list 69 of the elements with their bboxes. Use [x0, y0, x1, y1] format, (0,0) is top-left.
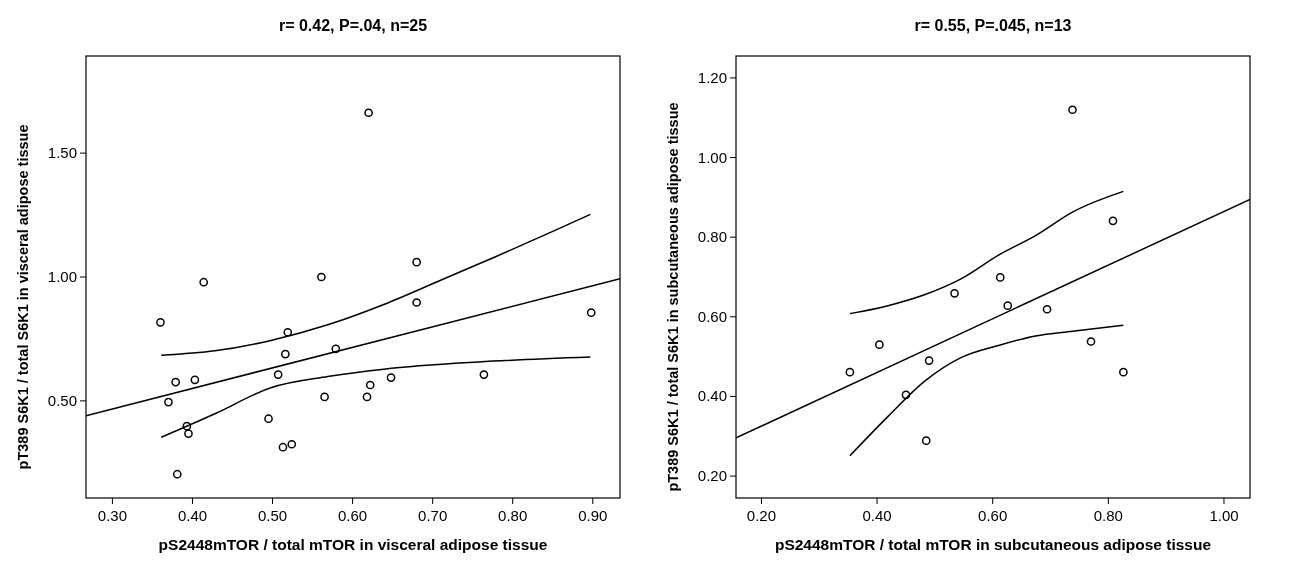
x-tick-label: 0.80 — [1093, 507, 1123, 524]
point — [273, 370, 283, 379]
x-tick-label: 0.70 — [418, 507, 448, 524]
point — [182, 421, 192, 431]
y-tick-label: 0.20 — [697, 467, 727, 485]
point — [1086, 337, 1096, 346]
y-axis-title: pT389 S6K1 / total S6K1 in visceral adipose tissue — [15, 124, 31, 470]
x-tick-label: 0.40 — [862, 507, 892, 524]
point — [362, 392, 372, 402]
point — [278, 442, 288, 452]
line-series — [160, 213, 592, 357]
point — [164, 397, 173, 407]
x-tick-label: 0.40 — [177, 507, 208, 524]
y-tick-label: 1.50 — [47, 144, 77, 162]
line-series — [849, 324, 1125, 457]
x-tick-label: 0.80 — [498, 507, 528, 524]
point — [901, 390, 911, 400]
point — [171, 377, 181, 387]
y-tick-label: 0.60 — [697, 307, 727, 325]
point — [199, 277, 209, 287]
y-tick-label: 1.20 — [697, 68, 727, 86]
y-axis-title: pT389 S6K1 / total S6K1 in subcutaneous adipose tissue — [665, 102, 681, 492]
x-axis-title: pS2448mTOR / total mTOR in subcutaneous adipose tissue — [774, 536, 1212, 553]
point — [184, 429, 193, 438]
point — [317, 272, 326, 282]
x-tick-label: 0.90 — [578, 507, 608, 524]
point — [995, 273, 1005, 282]
x-tick-label: 0.20 — [746, 507, 777, 524]
point — [924, 356, 934, 365]
line-series — [160, 356, 592, 439]
y-tick-label: 0.80 — [697, 228, 727, 246]
point — [281, 349, 290, 359]
point — [172, 469, 182, 479]
point — [264, 414, 273, 424]
x-tick-label: 0.50 — [257, 507, 288, 524]
point — [386, 373, 396, 382]
y-tick-label: 0.40 — [697, 387, 727, 405]
point — [1068, 105, 1077, 115]
y-tick-label: 1.00 — [47, 268, 77, 285]
point — [365, 380, 375, 390]
x-axis-title: pS2448mTOR / total mTOR in visceral adipose tissue — [158, 536, 548, 553]
point — [283, 327, 293, 337]
point — [950, 288, 959, 298]
point — [287, 439, 297, 449]
x-tick-label: 0.30 — [97, 507, 128, 524]
point — [875, 340, 884, 350]
point — [845, 367, 855, 377]
point — [320, 392, 329, 402]
chart-title: r= 0.42, P=.04, n=25 — [278, 17, 428, 34]
point — [364, 108, 373, 118]
x-tick-label: 0.60 — [978, 507, 1008, 524]
point — [331, 344, 341, 354]
chart-title: r= 0.55, P=.045, n=13 — [914, 17, 1072, 34]
point — [412, 257, 421, 267]
point — [921, 436, 931, 446]
y-tick-label: 1.00 — [697, 148, 727, 166]
point — [479, 370, 489, 379]
point — [586, 308, 596, 318]
point — [1108, 216, 1118, 226]
line-series — [849, 190, 1125, 315]
y-tick-label: 0.50 — [47, 391, 77, 409]
point — [1042, 304, 1052, 314]
point — [412, 298, 421, 307]
x-tick-label: 1.00 — [1209, 507, 1239, 524]
x-tick-label: 0.60 — [338, 507, 368, 524]
point — [1119, 367, 1128, 377]
point — [190, 375, 200, 385]
point — [156, 317, 165, 327]
point — [1003, 301, 1013, 311]
